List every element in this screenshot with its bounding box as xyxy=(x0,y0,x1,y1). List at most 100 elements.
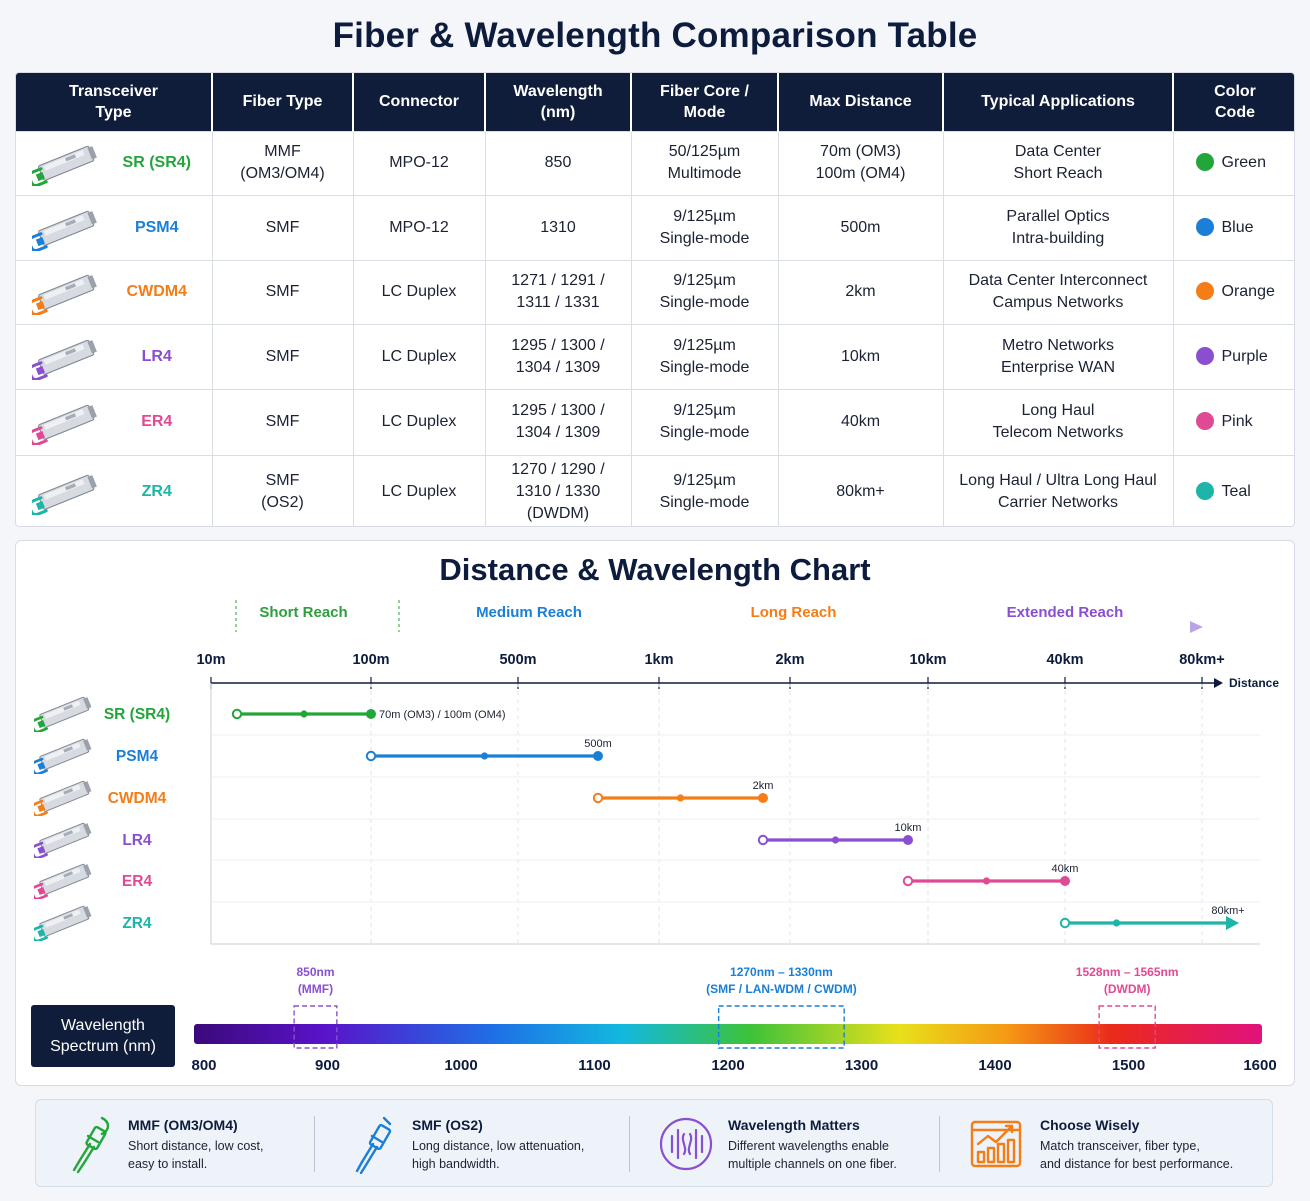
cell-color-code: Purple xyxy=(1173,323,1294,389)
spectrum-highlight-sublabel: (SMF / LAN-WDM / CWDM) xyxy=(706,982,857,996)
footer-card-mmf: MMF (OM3/OM4) Short distance, low cost, e… xyxy=(58,1100,318,1188)
transceiver-name: PSM4 xyxy=(134,218,179,236)
color-name: Orange xyxy=(1221,283,1275,300)
range-mid-point xyxy=(480,752,489,760)
axis-tick-label: 100m xyxy=(352,652,389,668)
transceiver-module-icon xyxy=(32,210,97,251)
color-swatch xyxy=(1195,481,1214,500)
range-value-label: 500m xyxy=(584,738,612,750)
table-row: PSM4 SMF MPO-12 1310 9/125µm Single-mode 500m P… xyxy=(16,194,1294,260)
cell-fiber-type: SMF (OS2) xyxy=(212,454,354,526)
footer-title-choose: Choose Wisely xyxy=(1040,1117,1140,1133)
transceiver-name: ZR4 xyxy=(141,482,172,500)
cell-connector: MPO-12 xyxy=(353,130,486,195)
spectrum-tick-label: 1500 xyxy=(1112,1057,1145,1074)
cell-transceiver-type: LR4 xyxy=(16,323,213,389)
spectrum-tick-label: 800 xyxy=(191,1057,216,1074)
spectrum-highlight-label: 1270nm – 1330nm xyxy=(730,965,833,979)
range-end-point xyxy=(903,835,913,845)
transceiver-name: LR4 xyxy=(141,347,172,365)
range-start-point xyxy=(592,792,604,804)
cell-color-code: Pink xyxy=(1173,388,1294,455)
range-start-point xyxy=(902,875,914,887)
cell-applications: Metro Networks Enterprise WAN xyxy=(943,323,1174,389)
series-label: ER4 xyxy=(122,873,153,890)
cell-fiber-type: MMF (OM3/OM4) xyxy=(212,130,354,195)
footer-desc-mmf: Short distance, low cost, easy to install… xyxy=(128,1139,264,1171)
cell-color-code: Orange xyxy=(1173,259,1294,324)
mmf-cable-icon xyxy=(72,1116,110,1174)
footer-title-mmf: MMF (OM3/OM4) xyxy=(128,1117,238,1133)
transceiver-module-icon xyxy=(34,822,92,858)
transceiver-module-icon xyxy=(32,474,97,515)
color-name: Pink xyxy=(1221,413,1253,430)
cell-fiber-core: 9/125µm Single-mode xyxy=(631,454,779,526)
spectrum-tick-label: 1600 xyxy=(1243,1057,1276,1074)
transceiver-name: CWDM4 xyxy=(126,283,187,300)
cell-max-distance: 80km+ xyxy=(778,454,944,526)
range-end-point xyxy=(366,709,376,719)
color-name: Blue xyxy=(1221,218,1254,236)
table-header-row: Transceiver Type Fiber Type Connector Wa… xyxy=(16,73,1294,131)
cell-connector: LC Duplex xyxy=(353,323,486,389)
page-title: Fiber & Wavelength Comparison Table xyxy=(332,16,978,55)
cell-fiber-core: 9/125µm Single-mode xyxy=(631,388,779,455)
table-row: CWDM4 SMF LC Duplex 1271 / 1291 /1311 / 133… xyxy=(16,259,1294,324)
spectrum-tick-label: 1000 xyxy=(444,1057,477,1074)
footer-desc-smf: Long distance, low attenuation, high band… xyxy=(412,1139,585,1171)
transceiver-module-icon xyxy=(34,780,92,816)
axis-tick-label: 1km xyxy=(644,652,673,668)
footer-desc-wavelength: Different wavelengths enable multiple cha… xyxy=(728,1139,897,1171)
table-row: SR (SR4) MMF (OM3/OM4) MPO-12 850 50/125µm Mul… xyxy=(16,130,1294,195)
cell-fiber-core: 9/125µm Single-mode xyxy=(631,323,779,389)
cell-transceiver-type: ZR4 xyxy=(16,454,213,526)
cell-transceiver-type: PSM4 xyxy=(16,194,213,260)
transceiver-module-icon xyxy=(32,339,97,380)
cell-fiber-core: 9/125µm Single-mode xyxy=(631,259,779,324)
table-row: ER4 SMF LC Duplex 1295 / 1300 /1304 / 1309 9… xyxy=(16,388,1294,455)
color-name: Purple xyxy=(1221,347,1268,365)
chart-growth-icon xyxy=(970,1120,1022,1168)
cell-transceiver-type: SR (SR4) xyxy=(16,130,213,195)
cell-transceiver-type: ER4 xyxy=(16,388,213,455)
series-label: PSM4 xyxy=(116,748,159,765)
reach-band-label: Extended Reach xyxy=(1007,604,1124,621)
range-mid-point xyxy=(676,794,685,802)
smf-cable-icon xyxy=(355,1116,392,1174)
cell-connector: LC Duplex xyxy=(353,454,486,526)
cell-fiber-type: SMF xyxy=(212,259,354,324)
range-mid-point xyxy=(300,710,308,718)
header-wavelength: Wavelength (nm) xyxy=(485,73,632,131)
footer-divider xyxy=(314,1116,315,1172)
header-transceiver-type: Transceiver Type xyxy=(16,73,213,131)
cell-connector: LC Duplex xyxy=(353,259,486,324)
color-swatch xyxy=(1195,217,1214,236)
cell-wavelength: 1310 xyxy=(485,194,632,260)
footer-info-bar: MMF (OM3/OM4) Short distance, low cost, e… xyxy=(35,1099,1273,1187)
range-mid-point xyxy=(982,877,991,885)
axis-tick-label: 40km xyxy=(1046,652,1083,668)
cell-connector: MPO-12 xyxy=(353,194,486,260)
range-end-point xyxy=(758,793,768,803)
spectrum-highlight-box xyxy=(717,1005,845,1049)
header-connector: Connector xyxy=(353,73,486,131)
axis-tick-label: 10km xyxy=(909,652,946,668)
distance-wavelength-chart: Short Reach Medium Reach Long Reach Extende… xyxy=(34,600,1279,1074)
range-start-point xyxy=(1059,917,1071,929)
transceiver-module-icon xyxy=(32,404,97,445)
distance-wavelength-panel xyxy=(15,540,1295,1086)
range-mid-point xyxy=(831,836,840,844)
transceiver-name: ER4 xyxy=(141,413,173,430)
spectrum-highlight-box xyxy=(1098,1005,1156,1049)
table-row: LR4 SMF LC Duplex 1295 / 1300 /1304 / 1309 9… xyxy=(16,323,1294,389)
cell-fiber-core: 50/125µm Multimode xyxy=(631,130,779,195)
cell-transceiver-type: CWDM4 xyxy=(16,259,213,324)
range-end-point xyxy=(593,751,603,761)
cell-max-distance: 70m (OM3) 100m (OM4) xyxy=(778,130,944,195)
header-max-distance: Max Distance xyxy=(778,73,944,131)
reach-band-label: Long Reach xyxy=(751,604,837,621)
axis-tick-label: 500m xyxy=(499,652,536,668)
cell-wavelength: 1295 / 1300 /1304 / 1309 xyxy=(485,388,632,455)
footer-title-wavelength: Wavelength Matters xyxy=(728,1117,860,1133)
axis-tick-label: 2km xyxy=(775,652,804,668)
